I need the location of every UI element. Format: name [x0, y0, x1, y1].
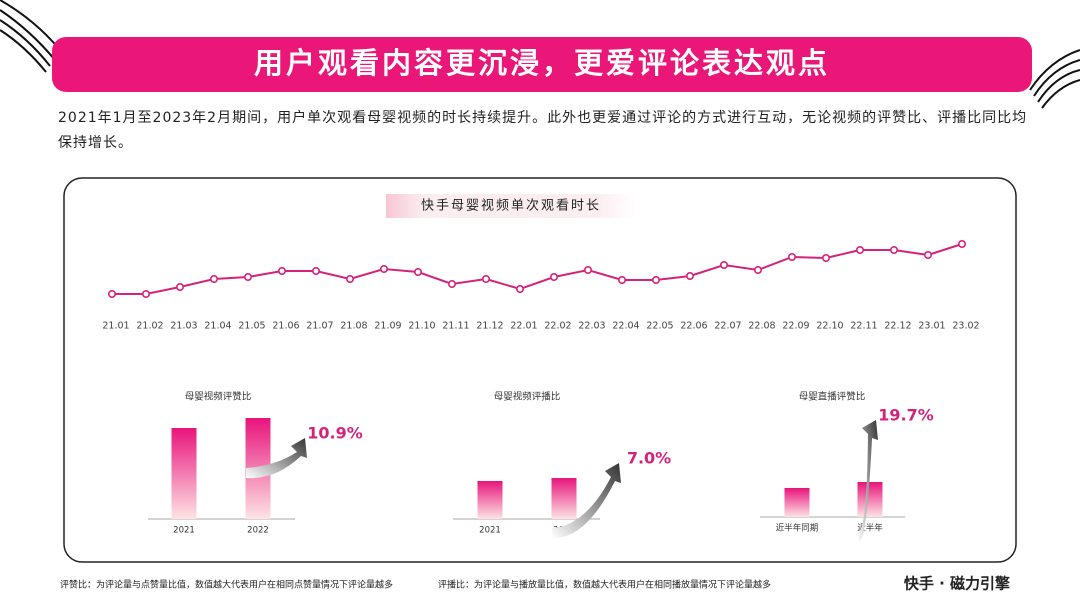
point	[923, 251, 932, 260]
x-tick-label: 21.06	[272, 321, 299, 332]
point	[413, 267, 422, 276]
x-tick-label: 21.11	[442, 321, 469, 332]
point	[481, 274, 490, 283]
intro: 2021年1月至2023年2月期间，用户单次观看母婴视频的时长持续提升。此外也更…	[58, 110, 1028, 151]
growth-label: 19.7%	[878, 406, 934, 425]
point	[447, 279, 456, 288]
point	[889, 246, 898, 255]
line	[112, 243, 963, 295]
header-bar	[52, 37, 1032, 92]
point	[753, 265, 762, 274]
x-tick-label: 2022	[247, 526, 269, 536]
x-tick-label: 22.07	[714, 321, 741, 332]
bar	[171, 428, 197, 519]
chart-title: 母婴视频评播比	[494, 391, 561, 403]
x-tick-label: 2021	[173, 526, 195, 536]
point	[345, 274, 354, 283]
point	[787, 253, 796, 262]
x-tick-label: 22.06	[680, 321, 707, 332]
growth-label: 10.9%	[307, 424, 363, 443]
bar	[477, 481, 503, 519]
intro-box: 2021年1月至2023年2月期间，用户单次观看母婴视频的时长持续提升。此外也更…	[58, 110, 1028, 151]
growth-label: 7.0%	[627, 449, 671, 468]
brand: 快手 · 磁力引擎	[904, 575, 1010, 593]
chart-title: 母婴直播评赞比	[799, 391, 866, 403]
corner-decoration	[0, 0, 1080, 109]
x-tick-label: 近半年	[857, 523, 883, 534]
x-tick-label: 21.09	[374, 321, 401, 332]
bar	[784, 488, 810, 517]
x-tick-label: 23.02	[952, 321, 979, 332]
point	[957, 240, 966, 249]
x-tick-label: 21.04	[204, 321, 231, 332]
growth-arrow	[552, 463, 621, 539]
bar	[551, 478, 577, 519]
x-tick-label: 21.10	[408, 321, 435, 332]
point	[515, 284, 524, 293]
x-tick-label: 22.03	[578, 321, 605, 332]
x-tick-label: 近半年同期	[776, 523, 819, 534]
x-tick-label: 22.11	[850, 321, 877, 332]
point	[277, 266, 286, 275]
point	[108, 289, 117, 298]
x-tick-label: 22.08	[748, 321, 775, 332]
point	[821, 254, 830, 263]
x-tick-label: 21.01	[102, 321, 129, 332]
point	[176, 282, 185, 291]
x-tick-label: 22.01	[510, 321, 537, 332]
x-tick-label: 22.05	[646, 321, 673, 332]
x-tick-label: 21.07	[306, 321, 333, 332]
point	[617, 275, 626, 284]
x-tick-label: 22.04	[612, 321, 639, 332]
chart-title: 母婴视频评赞比	[185, 391, 252, 403]
title-band	[386, 194, 636, 218]
point	[244, 272, 253, 281]
point	[142, 289, 151, 298]
x-tick-label: 23.01	[918, 321, 945, 332]
x-tick-label: 22.02	[544, 321, 571, 332]
x-tick-label: 21.05	[238, 321, 265, 332]
x-tick-label: 21.02	[136, 321, 163, 332]
point	[210, 274, 219, 283]
footnote: 评播比：为评论量与播放量比值，数值越大代表用户在相同播放量情况下评论量越多	[438, 579, 771, 591]
header-title: 用户观看内容更沉浸，更爱评论表达观点	[254, 46, 830, 80]
point	[549, 272, 558, 281]
point	[311, 266, 320, 275]
point	[685, 271, 694, 280]
x-tick-label: 22.10	[816, 321, 843, 332]
point	[855, 246, 864, 255]
point	[651, 275, 660, 284]
card	[63, 177, 1017, 563]
x-tick-label: 2021	[479, 526, 501, 536]
x-tick-label: 22.09	[782, 321, 809, 332]
x-tick-label: 21.03	[170, 321, 197, 332]
point	[379, 264, 388, 273]
x-tick-label: 21.08	[340, 321, 367, 332]
x-tick-label: 22.12	[884, 321, 911, 332]
point	[583, 265, 592, 274]
bar	[857, 482, 883, 517]
x-tick-label: 21.12	[476, 321, 503, 332]
point	[719, 260, 728, 269]
growth-arrow	[246, 438, 307, 479]
growth-arrow	[858, 420, 878, 543]
chart-title: 快手母婴视频单次观看时长	[421, 198, 601, 214]
footnote: 评赞比：为评论量与点赞量比值，数值越大代表用户在相同点赞量情况下评论量越多	[60, 579, 393, 591]
